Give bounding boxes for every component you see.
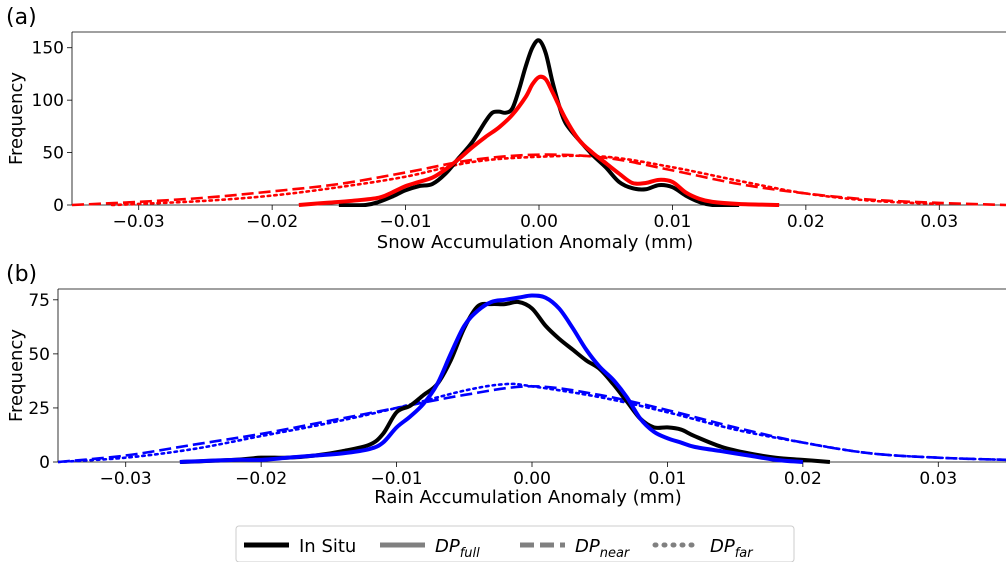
y-tick-label: 100 (32, 91, 64, 111)
series-line-dpnear (58, 385, 1006, 464)
x-tick-label: −0.01 (380, 212, 432, 232)
legend-label-subscript: full (460, 546, 480, 561)
legend-label-main: DP (575, 536, 600, 557)
x-tick-label: 0.02 (784, 469, 822, 489)
series-line-in-situ (179, 299, 831, 464)
x-tick-label: 0.03 (919, 469, 957, 489)
series-line-dpnear (72, 153, 1006, 207)
x-tick-label: 0.01 (653, 212, 691, 232)
y-axis-label: Frequency (6, 72, 27, 165)
x-tick-label: 0.00 (520, 212, 558, 232)
legend-label-main: DP (435, 536, 460, 557)
x-tick-label: −0.02 (246, 212, 298, 232)
chart-panel-a: −0.03 −0.02 −0.01 0.00 0.01 0.02 0.03 0 50 100 150… (6, 5, 1006, 253)
x-tick-label: −0.03 (100, 469, 152, 489)
legend-label-2: DPnear (575, 536, 631, 561)
x-tick-label: 0.00 (513, 469, 551, 489)
x-tick-label: 0.02 (787, 212, 825, 232)
legend-label-0: In Situ (299, 536, 356, 557)
series-line-dpfull (298, 74, 780, 207)
x-tick-label: −0.03 (113, 212, 165, 232)
y-axis-label: Frequency (6, 329, 27, 422)
legend-label-subscript: far (735, 546, 755, 561)
x-tick-label: −0.02 (235, 469, 287, 489)
y-tick-label: 150 (32, 39, 64, 59)
x-tick-label: 0.01 (648, 469, 686, 489)
x-tick-label: 0.03 (920, 212, 958, 232)
x-tick-label: −0.01 (371, 469, 423, 489)
y-tick-label: 0 (39, 453, 50, 473)
x-axis-label: Snow Accumulation Anomaly (mm) (377, 232, 693, 253)
panel-label: (b) (6, 262, 37, 287)
y-tick-label: 50 (28, 345, 50, 365)
series-line-dpfar (58, 382, 1006, 464)
chart-panel-b: −0.03 −0.02 −0.01 0.00 0.01 0.02 0.03 0 25 50 75 Ra… (6, 262, 1006, 508)
legend-label-3: DPfar (710, 536, 754, 561)
legend-frame (235, 525, 795, 562)
panel-label: (a) (6, 5, 37, 30)
y-tick-label: 0 (53, 196, 64, 216)
y-tick-label: 50 (42, 144, 64, 164)
series-line-dpfar (110, 154, 941, 207)
y-tick-label: 75 (28, 291, 50, 311)
legend-label-main: DP (710, 536, 735, 557)
y-tick-label: 25 (28, 399, 50, 419)
series-line-in-situ (338, 38, 740, 207)
legend: In Situ DPfull DPnear DPfar (235, 525, 795, 562)
x-axis-label: Rain Accumulation Anomaly (mm) (374, 487, 681, 508)
legend-label-main: In Situ (299, 536, 356, 557)
series-line-dpfull (179, 293, 804, 464)
legend-label-1: DPfull (435, 536, 480, 561)
legend-label-subscript: near (600, 546, 631, 561)
